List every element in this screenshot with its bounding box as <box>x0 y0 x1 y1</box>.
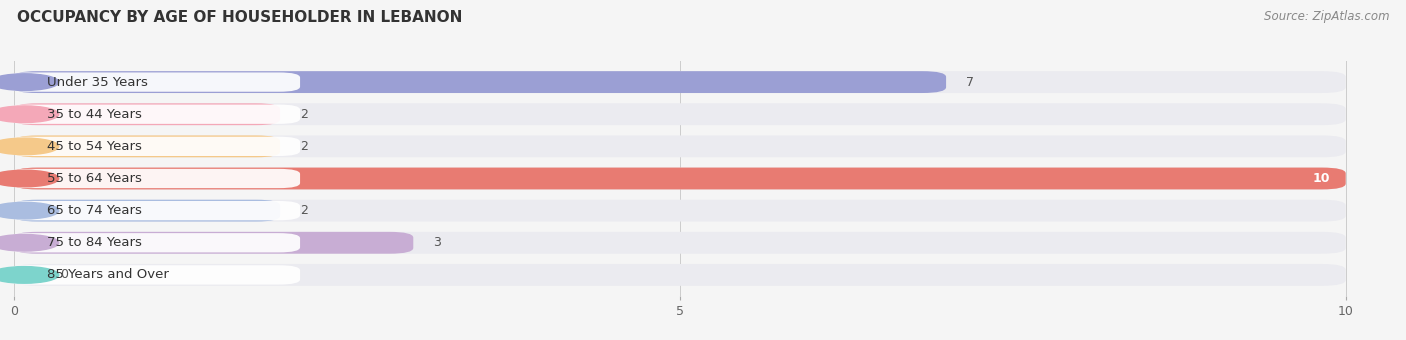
Text: OCCUPANCY BY AGE OF HOUSEHOLDER IN LEBANON: OCCUPANCY BY AGE OF HOUSEHOLDER IN LEBAN… <box>17 10 463 25</box>
Text: 55 to 64 Years: 55 to 64 Years <box>46 172 142 185</box>
Circle shape <box>0 202 59 219</box>
FancyBboxPatch shape <box>7 105 299 124</box>
Text: 75 to 84 Years: 75 to 84 Years <box>46 236 142 249</box>
FancyBboxPatch shape <box>7 233 299 252</box>
FancyBboxPatch shape <box>7 72 299 92</box>
FancyBboxPatch shape <box>14 71 946 93</box>
FancyBboxPatch shape <box>7 137 299 156</box>
FancyBboxPatch shape <box>14 200 280 222</box>
FancyBboxPatch shape <box>14 71 1346 93</box>
Text: 35 to 44 Years: 35 to 44 Years <box>46 108 142 121</box>
Text: 85 Years and Over: 85 Years and Over <box>46 268 169 282</box>
FancyBboxPatch shape <box>14 103 280 125</box>
FancyBboxPatch shape <box>14 264 1346 286</box>
FancyBboxPatch shape <box>14 232 1346 254</box>
Circle shape <box>0 106 59 122</box>
Circle shape <box>0 267 59 283</box>
Text: 3: 3 <box>433 236 441 249</box>
Text: Under 35 Years: Under 35 Years <box>46 75 148 89</box>
FancyBboxPatch shape <box>14 168 1346 189</box>
Circle shape <box>0 138 59 155</box>
FancyBboxPatch shape <box>14 200 1346 222</box>
Text: 65 to 74 Years: 65 to 74 Years <box>46 204 142 217</box>
Circle shape <box>0 170 59 187</box>
FancyBboxPatch shape <box>7 201 299 220</box>
FancyBboxPatch shape <box>7 169 299 188</box>
Text: 2: 2 <box>299 140 308 153</box>
Circle shape <box>0 74 59 90</box>
FancyBboxPatch shape <box>14 103 1346 125</box>
Circle shape <box>0 235 59 251</box>
FancyBboxPatch shape <box>7 265 299 285</box>
FancyBboxPatch shape <box>14 232 413 254</box>
Text: 2: 2 <box>299 204 308 217</box>
FancyBboxPatch shape <box>14 135 1346 157</box>
Text: Source: ZipAtlas.com: Source: ZipAtlas.com <box>1264 10 1389 23</box>
FancyBboxPatch shape <box>14 168 1346 189</box>
Text: 10: 10 <box>1312 172 1330 185</box>
Text: 7: 7 <box>966 75 974 89</box>
Text: 0: 0 <box>60 268 69 282</box>
FancyBboxPatch shape <box>14 135 280 157</box>
Text: 2: 2 <box>299 108 308 121</box>
Text: 45 to 54 Years: 45 to 54 Years <box>46 140 142 153</box>
